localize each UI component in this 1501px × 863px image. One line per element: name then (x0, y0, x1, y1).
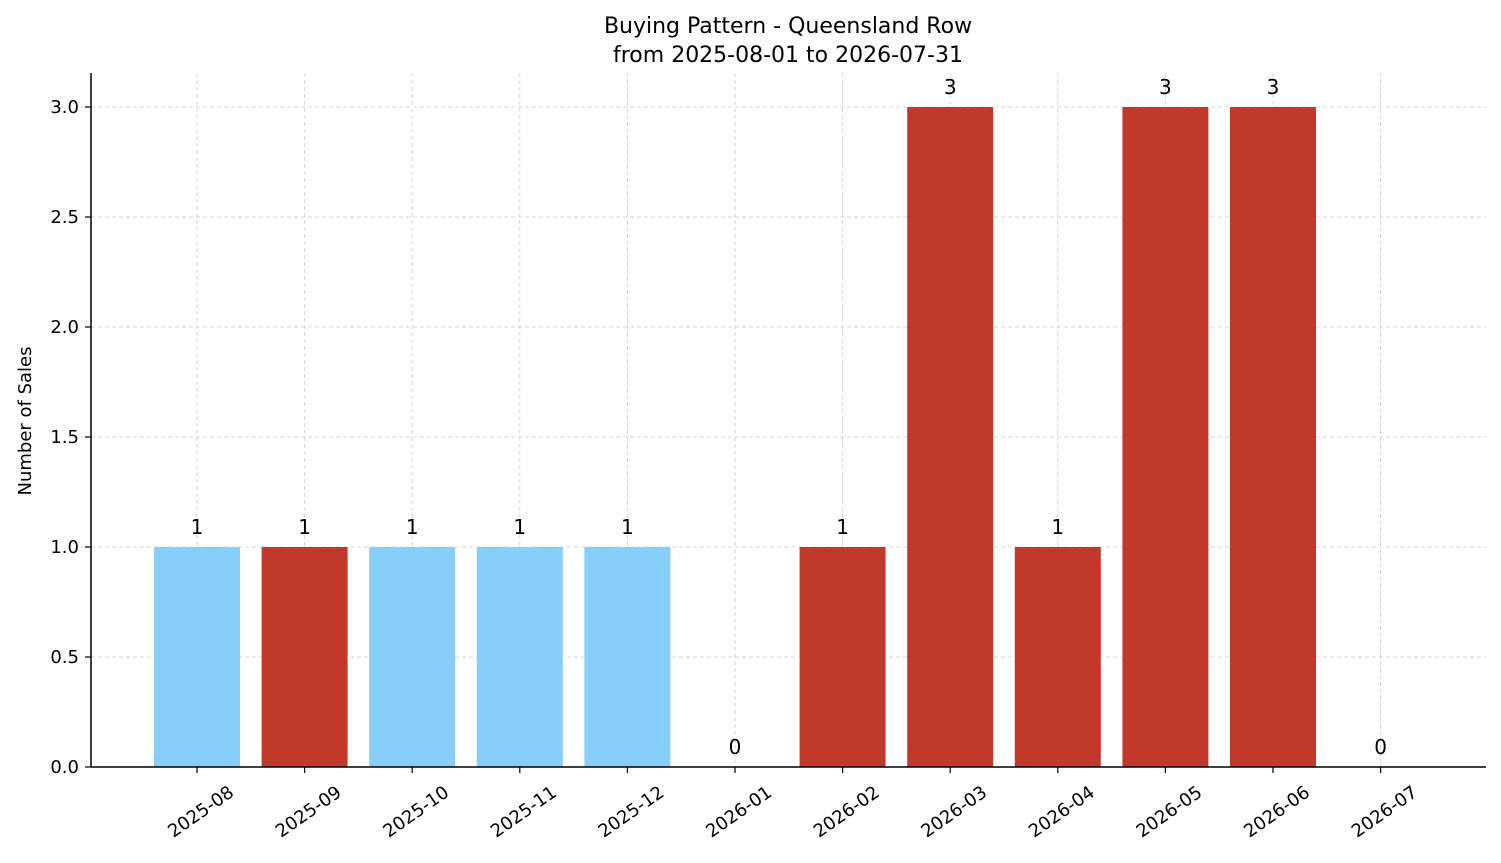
y-tick-label: 0.5 (50, 647, 79, 668)
x-ticks-layer: 2025-08 2025-09 2025-10 2025-11 2025-12 2026-… (164, 767, 1421, 842)
bar-2025-11 (476, 547, 563, 767)
bar-2026-06 (1230, 107, 1316, 767)
data-label-2025-11: 1 (513, 515, 526, 539)
x-tick-label-2026-06: 2026-06 (1240, 782, 1314, 842)
data-label-2025-10: 1 (406, 515, 419, 539)
data-label-2026-01: 0 (729, 735, 742, 759)
x-tick-label-2025-10: 2025-10 (379, 782, 453, 842)
x-tick-label-2026-05: 2026-05 (1133, 782, 1207, 842)
data-label-2025-12: 1 (621, 515, 634, 539)
x-tick-label-2025-08: 2025-08 (164, 782, 238, 842)
bar-2025-12 (584, 547, 671, 767)
x-tick-label-2025-11: 2025-11 (487, 782, 561, 842)
y-tick-label: 2.0 (50, 317, 79, 338)
bars-layer (154, 107, 1316, 767)
bar-2026-05 (1122, 107, 1209, 767)
y-tick-label: 0.0 (50, 757, 79, 778)
data-label-2026-06: 3 (1267, 75, 1280, 99)
data-labels-layer: 1 1 1 1 1 0 1 3 1 3 3 0 (191, 75, 1387, 759)
y-tick-label: 1.5 (50, 427, 79, 448)
data-label-2025-08: 1 (191, 515, 204, 539)
data-label-2025-09: 1 (298, 515, 311, 539)
chart-subtitle: from 2025-08-01 to 2026-07-31 (613, 43, 963, 68)
data-label-2026-07: 0 (1374, 735, 1387, 759)
y-tick-label: 2.5 (50, 207, 79, 228)
y-tick-label: 1.0 (50, 537, 79, 558)
bar-2025-09 (261, 547, 348, 767)
bar-2026-04 (1014, 547, 1101, 767)
x-tick-label-2026-03: 2026-03 (917, 782, 991, 842)
x-tick-label-2026-04: 2026-04 (1025, 782, 1099, 842)
x-tick-label-2025-12: 2025-12 (595, 782, 669, 842)
chart-title: Buying Pattern - Queensland Row (604, 14, 972, 39)
x-tick-label-2026-07: 2026-07 (1348, 782, 1422, 842)
data-label-2026-02: 1 (836, 515, 849, 539)
bar-2026-03 (907, 107, 994, 767)
x-tick-label-2025-09: 2025-09 (272, 782, 346, 842)
y-ticks-layer: 0.0 0.5 1.0 1.5 2.0 2.5 3.0 (50, 97, 91, 778)
bar-2025-10 (369, 547, 456, 767)
bar-2025-08 (154, 547, 240, 767)
y-tick-label: 3.0 (50, 97, 79, 118)
y-axis-label: Number of Sales (15, 346, 36, 495)
data-label-2026-04: 1 (1051, 515, 1064, 539)
data-label-2026-05: 3 (1159, 75, 1172, 99)
x-tick-label-2026-02: 2026-02 (810, 782, 884, 842)
x-tick-label-2026-01: 2026-01 (702, 782, 776, 842)
bar-2026-02 (799, 547, 886, 767)
data-label-2026-03: 3 (944, 75, 957, 99)
